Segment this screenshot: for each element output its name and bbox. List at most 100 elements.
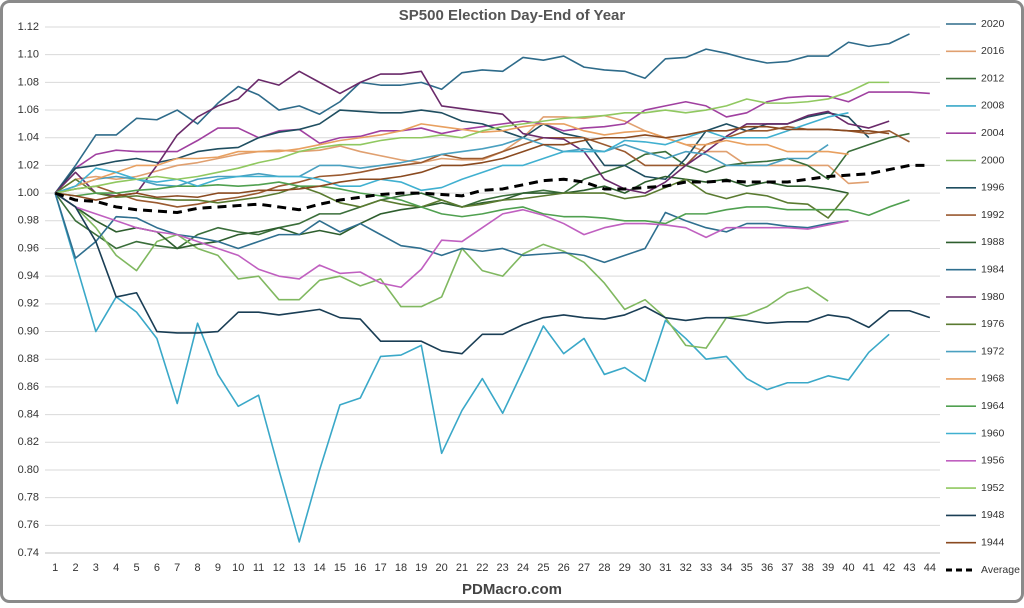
series-line [54,163,930,214]
y-tick-label: 0.82 [18,436,39,448]
series-line [54,112,849,194]
legend-label: 2008 [981,100,1005,112]
legend-label: 1988 [981,236,1005,248]
x-tick-label: 1 [52,562,58,574]
legend-label: 1960 [981,427,1005,439]
legend-label: 1980 [981,291,1005,303]
legend-label: 2012 [981,72,1005,84]
series-line [54,136,829,194]
y-tick-label: 0.76 [18,519,39,531]
series-line [55,125,890,201]
x-tick-label: 8 [194,562,200,574]
series-line [54,109,870,194]
legend-label: 1996 [981,182,1005,194]
x-tick-label: 16 [354,562,366,574]
series-line [54,192,849,264]
x-tick-label: 40 [842,562,854,574]
legend-label: 2020 [981,18,1005,30]
y-tick-label: 1.02 [18,159,39,171]
series-line [54,70,890,197]
x-tick-label: 12 [273,562,285,574]
chart-title: SP500 Election Day-End of Year [399,7,626,24]
y-tick-label: 1.04 [18,132,39,144]
legend-label: 1952 [981,482,1005,494]
y-tick-label: 0.80 [18,464,39,476]
y-tick-label: 0.84 [18,408,39,420]
x-tick-label: 20 [436,562,448,574]
series-line [54,175,849,250]
y-tick-label: 0.94 [18,270,39,282]
x-tick-label: 19 [415,562,427,574]
x-tick-label: 29 [619,562,631,574]
legend-label: 1944 [981,536,1005,548]
y-tick-label: 0.78 [18,492,39,504]
series-line [54,192,849,289]
legend-label: 1984 [981,263,1005,275]
x-tick-label: 41 [863,562,875,574]
x-tick-label: 30 [639,562,651,574]
x-tick-label: 39 [822,562,834,574]
x-tick-label: 5 [133,562,139,574]
y-tick-label: 1.08 [18,76,39,88]
y-tick-label: 0.88 [18,353,39,365]
series-line [55,125,910,208]
series-line [54,178,850,219]
y-tick-label: 0.74 [18,547,39,559]
x-tick-label: 35 [741,562,753,574]
x-tick-label: 43 [903,562,915,574]
x-tick-label: 28 [598,562,610,574]
series-line [54,132,910,250]
x-tick-label: 25 [537,562,549,574]
y-tick-label: 0.86 [18,381,39,393]
x-tick-label: 38 [802,562,814,574]
legend-label: 1992 [981,209,1005,221]
legend-label: 1956 [981,455,1005,467]
x-tick-label: 27 [578,562,590,574]
y-tick-label: 1.12 [18,21,39,33]
x-tick-label: 17 [375,562,387,574]
x-tick-label: 14 [313,562,325,574]
legend-label: 1964 [981,400,1005,412]
series-line [54,192,829,349]
x-tick-label: 37 [781,562,793,574]
legend-label: Average [981,564,1020,576]
legend-label: 1976 [981,318,1005,330]
series-line [54,192,931,355]
y-tick-label: 1.00 [18,187,39,199]
x-tick-label: 4 [113,562,119,574]
x-tick-label: 44 [924,562,936,574]
x-tick-label: 7 [174,562,180,574]
legend-label: 2000 [981,154,1005,166]
legend-label: 1948 [981,509,1005,521]
x-tick-label: 36 [761,562,773,574]
y-tick-label: 1.10 [18,49,39,61]
x-tick-label: 24 [517,562,529,574]
y-tick-label: 1.06 [18,104,39,116]
legend-label: 2016 [981,45,1005,57]
x-tick-label: 23 [497,562,509,574]
x-tick-label: 32 [680,562,692,574]
y-tick-label: 0.92 [18,298,39,310]
y-tick-label: 0.96 [18,242,39,254]
series-line [54,33,910,194]
series-line [54,192,890,543]
x-tick-label: 31 [659,562,671,574]
x-tick-label: 26 [558,562,570,574]
legend-label: 1968 [981,373,1005,385]
series-line [55,81,890,194]
x-tick-label: 13 [293,562,305,574]
y-tick-label: 0.90 [18,325,39,337]
x-tick-label: 9 [215,562,221,574]
x-tick-label: 42 [883,562,895,574]
x-tick-label: 18 [395,562,407,574]
chart-footer: PDMacro.com [462,581,562,598]
x-tick-label: 6 [154,562,160,574]
x-tick-label: 11 [253,562,264,574]
x-tick-label: 15 [334,562,346,574]
series-line [54,114,869,194]
series-line [54,123,849,194]
x-tick-label: 22 [476,562,488,574]
x-tick-label: 10 [232,562,244,574]
x-tick-label: 34 [720,562,732,574]
